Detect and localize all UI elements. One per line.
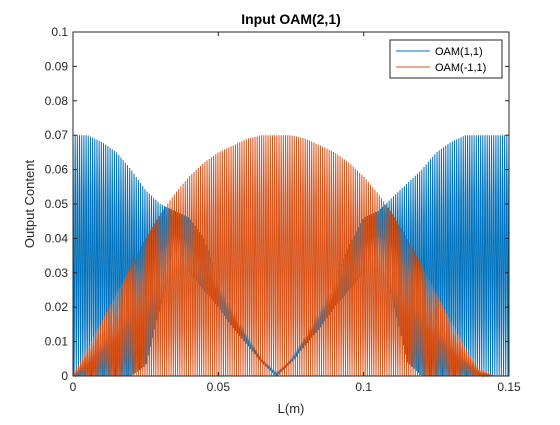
y-tick-label: 0.04 [45, 231, 69, 245]
x-tick-label: 0 [70, 380, 77, 394]
x-tick-label: 0.05 [207, 380, 231, 394]
chart-title: Input OAM(2,1) [241, 11, 341, 27]
legend: OAM(1,1) OAM(-1,1) [389, 39, 503, 79]
y-tick-label: 0.05 [45, 197, 69, 211]
y-tick-label: 0.07 [45, 128, 69, 142]
y-tick-label: 0.02 [45, 300, 69, 314]
legend-box [389, 39, 503, 79]
axes-layer: 0 0.05 0.1 0.15 0 0.01 0.02 0.03 0.04 0.05 0.06 0.0… [45, 25, 521, 394]
legend-label: OAM(1,1) [435, 46, 483, 58]
x-tick-label: 0.15 [497, 380, 521, 394]
y-tick-label: 0.09 [45, 59, 69, 73]
x-tick-label: 0.1 [355, 380, 372, 394]
x-axis-label: L(m) [278, 401, 305, 416]
y-tick-label: 0.01 [45, 335, 69, 349]
y-tick-label: 0.08 [45, 94, 69, 108]
y-tick-label: 0.06 [45, 163, 69, 177]
legend-label: OAM(-1,1) [435, 62, 486, 74]
y-tick-label: 0 [61, 369, 68, 383]
y-tick-label: 0.1 [51, 25, 68, 39]
y-axis-label: Output Content [22, 160, 37, 249]
y-tick-label: 0.03 [45, 266, 69, 280]
